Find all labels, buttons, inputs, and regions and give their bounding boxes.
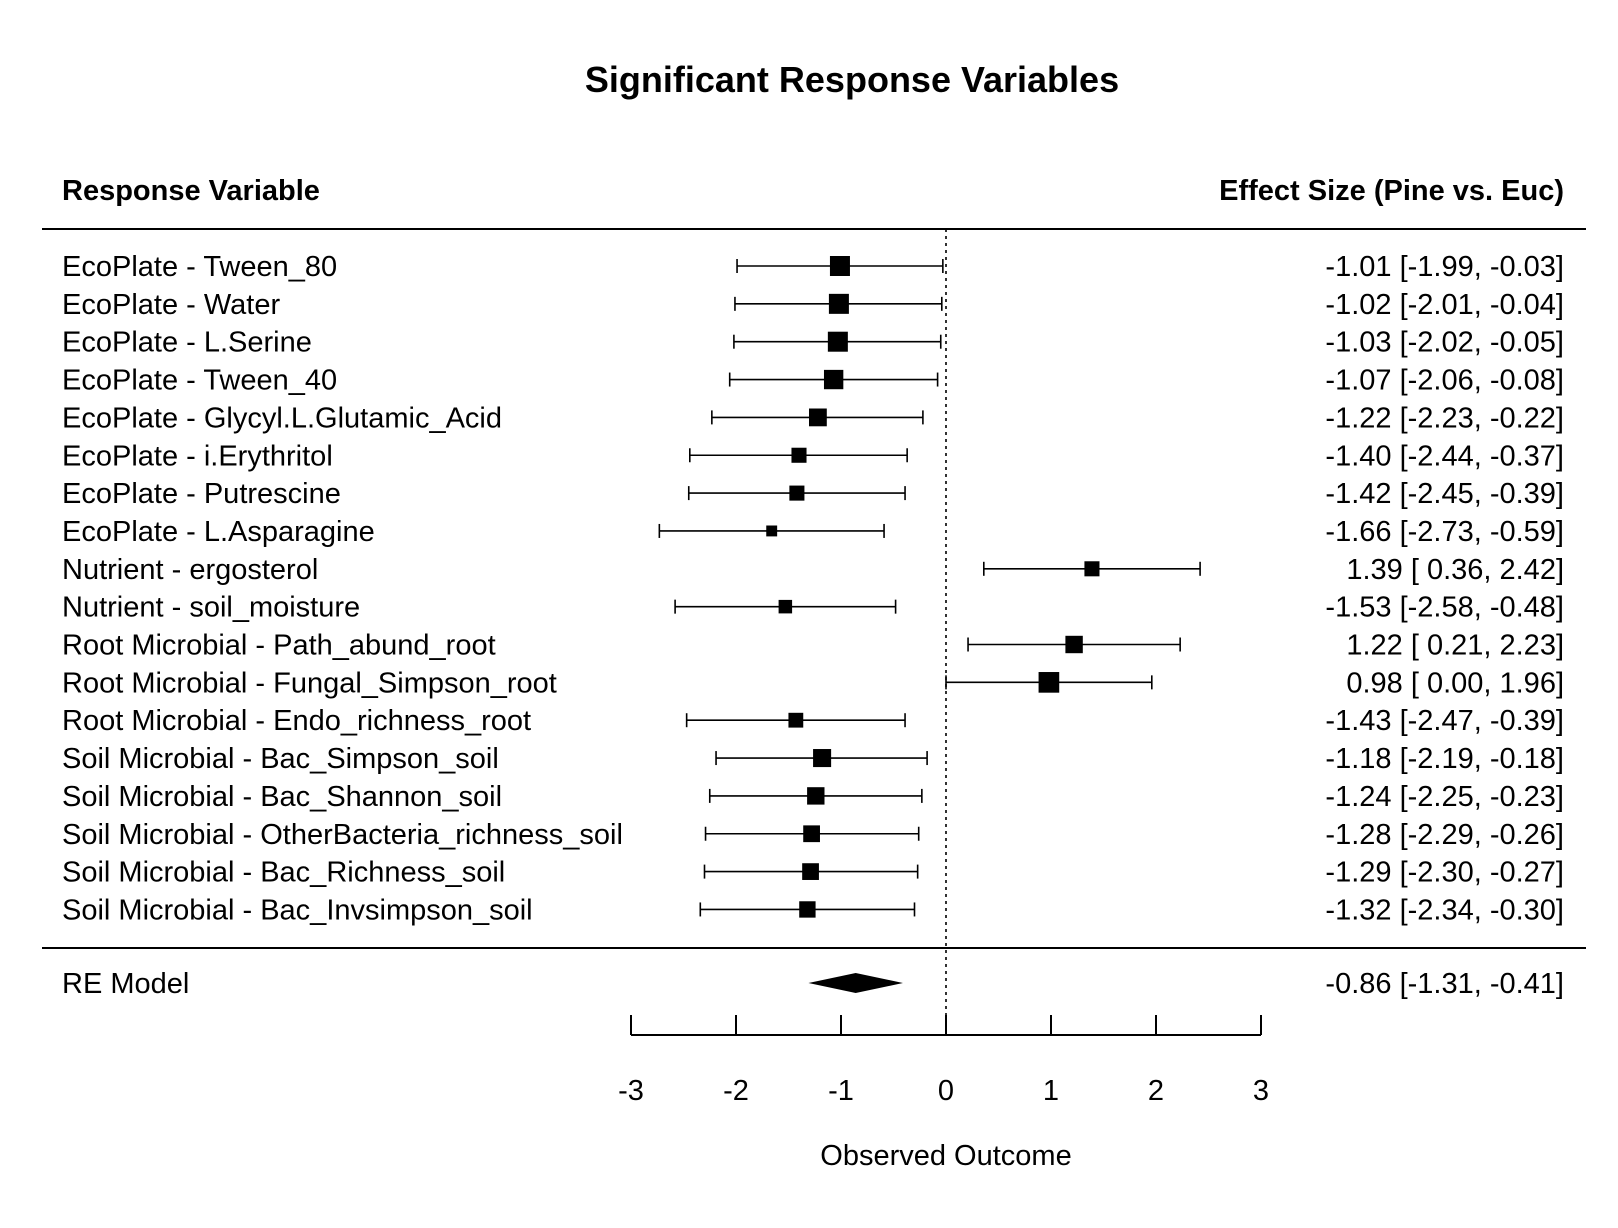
effect-size-text: -1.07 [-2.06, -0.08] — [1325, 365, 1564, 397]
point-estimate-marker — [1065, 635, 1083, 654]
study-row: EcoPlate - L.Asparagine -1.66 [-2.73, -0.… — [62, 516, 1564, 548]
effect-size-text: -1.43 [-2.47, -0.39] — [1325, 705, 1564, 737]
point-estimate-marker — [829, 256, 850, 276]
row-label: Soil Microbial - Bac_Shannon_soil — [62, 781, 502, 813]
row-label: Soil Microbial - Bac_Richness_soil — [62, 857, 505, 889]
row-label: Nutrient - soil_moisture — [62, 592, 360, 624]
effect-size-text: -1.29 [-2.30, -0.27] — [1325, 857, 1564, 889]
effect-size-text: -1.18 [-2.19, -0.18] — [1325, 743, 1564, 775]
x-axis: -3 -2 -1 0 1 2 3 — [618, 1015, 1269, 1107]
effect-size-text: -1.24 [-2.25, -0.23] — [1325, 781, 1564, 813]
row-label: EcoPlate - Tween_40 — [62, 365, 337, 397]
effect-size-text: -1.01 [-1.99, -0.03] — [1325, 251, 1564, 283]
point-estimate-marker — [813, 749, 832, 768]
study-row: Nutrient - soil_moisture -1.53 [-2.58, -0… — [62, 592, 1564, 624]
column-header-effect-size: Effect Size (Pine vs. Euc) — [1219, 175, 1564, 207]
study-row: Soil Microbial - OtherBacteria_richness_… — [62, 819, 1564, 851]
row-label: EcoPlate - Water — [62, 289, 280, 321]
study-row: Soil Microbial - Bac_Invsimpson_soil -1.3… — [62, 894, 1564, 926]
effect-size-text: 1.39 [ 0.36, 2.42] — [1346, 554, 1564, 586]
effect-size-text: 0.98 [ 0.00, 1.96] — [1346, 667, 1564, 699]
study-row: Root Microbial - Fungal_Simpson_root 0.98… — [62, 667, 1564, 699]
point-estimate-marker — [799, 901, 816, 918]
point-estimate-marker — [827, 331, 848, 352]
chart-title: Significant Response Variables — [585, 59, 1119, 100]
x-tick-label: 3 — [1253, 1075, 1269, 1107]
point-estimate-marker — [791, 447, 807, 463]
summary-diamond — [808, 973, 903, 993]
effect-size-text: -1.02 [-2.01, -0.04] — [1325, 289, 1564, 321]
row-label: Root Microbial - Fungal_Simpson_root — [62, 667, 557, 699]
effect-size-text: -1.66 [-2.73, -0.59] — [1325, 516, 1564, 548]
summary-row: RE Model -0.86 [-1.31, -0.41] — [62, 968, 1564, 1000]
effect-size-text: -1.28 [-2.29, -0.26] — [1325, 819, 1564, 851]
summary-label: RE Model — [62, 968, 189, 1000]
point-estimate-marker — [1038, 672, 1060, 693]
effect-size-text: -1.53 [-2.58, -0.48] — [1325, 592, 1564, 624]
row-label: EcoPlate - L.Asparagine — [62, 516, 375, 548]
x-tick-label: 1 — [1043, 1075, 1059, 1107]
point-estimate-marker — [802, 863, 819, 880]
row-label: Soil Microbial - Bac_Invsimpson_soil — [62, 894, 533, 926]
row-label: EcoPlate - Tween_80 — [62, 251, 337, 283]
x-tick-label: -2 — [723, 1075, 749, 1107]
point-estimate-marker — [1084, 561, 1100, 577]
row-label: Soil Microbial - Bac_Simpson_soil — [62, 743, 499, 775]
row-label: Nutrient - ergosterol — [62, 554, 318, 586]
study-row: Nutrient - ergosterol 1.39 [ 0.36, 2.42] — [62, 554, 1564, 586]
effect-size-text: -1.42 [-2.45, -0.39] — [1325, 478, 1564, 510]
point-estimate-marker — [766, 525, 778, 537]
point-estimate-marker — [807, 787, 825, 805]
effect-size-text: 1.22 [ 0.21, 2.23] — [1346, 630, 1564, 662]
point-estimate-marker — [809, 408, 827, 427]
effect-size-text: -1.32 [-2.34, -0.30] — [1325, 894, 1564, 926]
study-row: EcoPlate - Putrescine -1.42 [-2.45, -0.39… — [62, 478, 1564, 510]
effect-size-text: -1.22 [-2.23, -0.22] — [1325, 402, 1564, 434]
point-estimate-marker — [823, 369, 844, 390]
study-row: Root Microbial - Path_abund_root 1.22 [ 0… — [62, 630, 1564, 662]
x-tick-label: 0 — [938, 1075, 954, 1107]
effect-size-text: -1.03 [-2.02, -0.05] — [1325, 327, 1564, 359]
row-label: EcoPlate - Glycyl.L.Glutamic_Acid — [62, 402, 502, 434]
point-estimate-marker — [803, 825, 820, 843]
study-row: Soil Microbial - Bac_Simpson_soil -1.18 [… — [62, 743, 1564, 775]
row-label: EcoPlate - i.Erythritol — [62, 440, 333, 472]
point-estimate-marker — [778, 599, 793, 614]
point-estimate-marker — [828, 293, 849, 314]
row-label: Root Microbial - Path_abund_root — [62, 630, 496, 662]
study-row: Soil Microbial - Bac_Richness_soil -1.29 … — [62, 857, 1564, 889]
study-row: EcoPlate - Tween_80 -1.01 [-1.99, -0.03] — [62, 251, 1564, 283]
column-header-response-variable: Response Variable — [62, 175, 320, 207]
row-label: Soil Microbial - OtherBacteria_richness_… — [62, 819, 623, 851]
study-row: EcoPlate - i.Erythritol -1.40 [-2.44, -0.… — [62, 440, 1564, 472]
point-estimate-marker — [789, 485, 805, 501]
study-row: Root Microbial - Endo_richness_root -1.43… — [62, 705, 1564, 737]
x-tick-label: -3 — [618, 1075, 644, 1107]
study-row: EcoPlate - L.Serine -1.03 [-2.02, -0.05] — [62, 327, 1564, 359]
point-estimate-marker — [788, 712, 804, 728]
row-label: EcoPlate - Putrescine — [62, 478, 341, 510]
effect-size-text: -1.40 [-2.44, -0.37] — [1325, 440, 1564, 472]
study-row: Soil Microbial - Bac_Shannon_soil -1.24 [… — [62, 781, 1564, 813]
summary-effect-text: -0.86 [-1.31, -0.41] — [1325, 968, 1564, 1000]
study-row: EcoPlate - Tween_40 -1.07 [-2.06, -0.08] — [62, 365, 1564, 397]
row-label: EcoPlate - L.Serine — [62, 327, 312, 359]
x-tick-label: 2 — [1148, 1075, 1164, 1107]
x-axis-title: Observed Outcome — [820, 1140, 1071, 1172]
row-label: Root Microbial - Endo_richness_root — [62, 705, 531, 737]
x-tick-label: -1 — [828, 1075, 854, 1107]
study-row: EcoPlate - Glycyl.L.Glutamic_Acid -1.22 [… — [62, 402, 1564, 434]
study-row: EcoPlate - Water -1.02 [-2.01, -0.04] — [62, 289, 1564, 321]
study-rows: EcoPlate - Tween_80 -1.01 [-1.99, -0.03]E… — [62, 251, 1564, 926]
